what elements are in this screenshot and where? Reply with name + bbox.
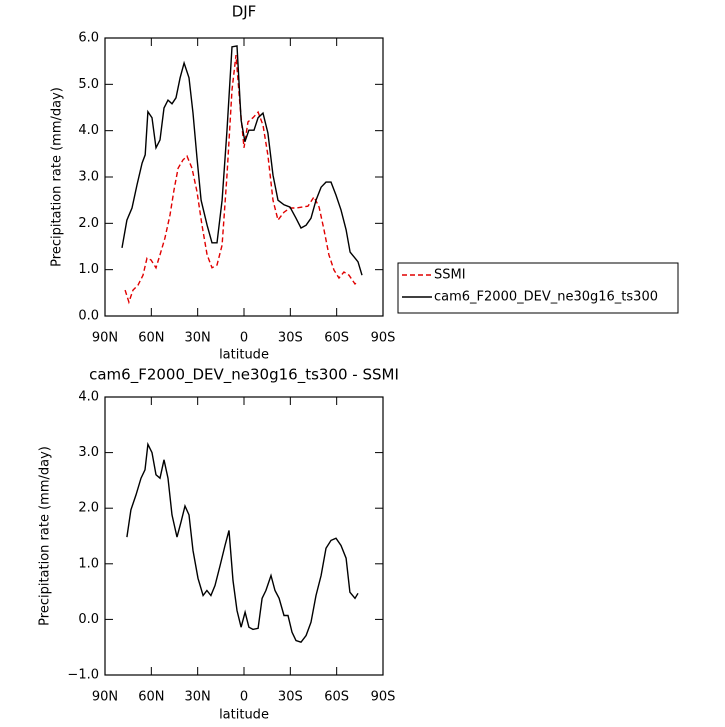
data-line: [124, 55, 359, 305]
y-tick-label: 0.0: [78, 309, 99, 324]
y-tick-label: −1.0: [67, 668, 99, 683]
x-tick-label: 30N: [185, 331, 211, 346]
y-tick-label: 2.0: [78, 501, 99, 516]
x-axis-label: latitude: [219, 708, 269, 723]
x-tick-label: 90N: [92, 690, 118, 705]
x-tick-label: 60N: [138, 690, 164, 705]
y-tick-label: 6.0: [78, 31, 99, 46]
chart-title: DJF: [232, 3, 257, 21]
y-axis-label: Precipitation rate (mm/day): [50, 87, 65, 267]
x-tick-label: 90S: [371, 331, 396, 346]
plot-frame: [104, 37, 384, 317]
x-axis-label: latitude: [219, 348, 269, 363]
plot-frame: [104, 396, 384, 676]
legend-label: cam6_F2000_DEV_ne30g16_ts300: [434, 290, 658, 305]
x-tick-label: 30S: [278, 690, 303, 705]
y-tick-label: 1.0: [78, 262, 99, 277]
x-tick-label: 0: [240, 331, 248, 346]
data-line: [121, 45, 363, 276]
x-tick-label: 30N: [185, 690, 211, 705]
legend-box: [397, 262, 679, 314]
y-tick-label: 2.0: [78, 216, 99, 231]
y-tick-label: 4.0: [78, 123, 99, 138]
y-tick-label: 3.0: [78, 445, 99, 460]
y-tick-label: 4.0: [78, 390, 99, 405]
x-tick-label: 60N: [138, 331, 164, 346]
y-tick-label: 5.0: [78, 77, 99, 92]
y-axis-label: Precipitation rate (mm/day): [38, 446, 53, 626]
x-tick-label: 60S: [324, 690, 349, 705]
y-tick-label: 3.0: [78, 170, 99, 185]
x-tick-label: 90S: [371, 690, 396, 705]
legend-label: SSMI: [434, 268, 466, 283]
x-tick-label: 30S: [278, 331, 303, 346]
y-tick-label: 1.0: [78, 556, 99, 571]
data-line: [126, 441, 359, 644]
x-tick-label: 90N: [92, 331, 118, 346]
y-tick-label: 0.0: [78, 612, 99, 627]
chart-title: cam6_F2000_DEV_ne30g16_ts300 - SSMI: [89, 366, 399, 385]
x-tick-label: 0: [240, 690, 248, 705]
x-tick-label: 60S: [324, 331, 349, 346]
